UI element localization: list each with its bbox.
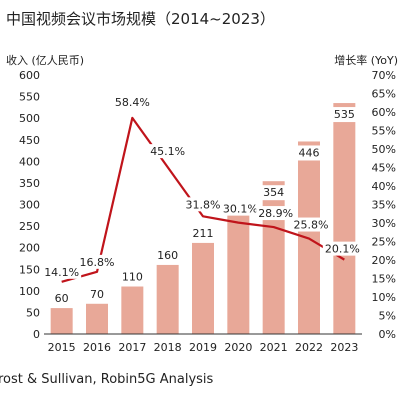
bar: [333, 103, 356, 334]
growth-label-background: [220, 201, 260, 216]
x-tick-label: 2022: [295, 341, 323, 354]
source-note: rost & Sullivan, Robin5G Analysis: [0, 372, 214, 387]
left-axis-ticks: 0 50 100 150 200 250 300 350 400 450 500 550 600: [19, 69, 40, 341]
growth-line: [61, 116, 345, 283]
left-tick-label: 500: [19, 112, 40, 125]
bar-label-background: [331, 107, 358, 123]
right-tick-label: 70%: [372, 69, 396, 82]
bar-value-label: 211: [193, 227, 214, 240]
right-axis-ticks: 0% 5% 10% 15% 20% 25% 30% 35% 40% 45% 50% 55% 60% 65%…: [372, 69, 396, 341]
growth-label-background: [77, 254, 117, 269]
bar-value-label: 70: [90, 288, 104, 301]
x-tick-label: 2023: [330, 341, 358, 354]
bar: [156, 264, 179, 334]
right-axis-label: 增长率 (YoY): [334, 53, 398, 67]
left-tick-label: 600: [19, 69, 40, 82]
bar: [227, 215, 250, 334]
left-tick-label: 50: [26, 306, 40, 319]
bar: [262, 181, 285, 334]
bar-value-label: 160: [157, 249, 178, 262]
right-tick-label: 65%: [372, 88, 396, 101]
right-tick-label: 10%: [372, 291, 396, 304]
bar: [86, 303, 108, 334]
x-tick-label: 2017: [118, 341, 146, 354]
left-tick-label: 100: [19, 285, 40, 298]
growth-value-label: 58.4%: [115, 96, 150, 109]
x-tick-label: 2016: [83, 341, 111, 354]
right-tick-label: 0%: [379, 328, 396, 341]
growth-value-label: 25.8%: [294, 219, 329, 232]
left-tick-label: 0: [33, 328, 40, 341]
bar: [50, 308, 73, 334]
right-tick-label: 25%: [372, 236, 396, 249]
bar-value-label: 535: [334, 108, 355, 121]
growth-label-background: [112, 94, 152, 109]
growth-label-background: [322, 241, 362, 256]
right-tick-label: 15%: [372, 273, 396, 286]
left-tick-label: 250: [19, 220, 40, 233]
left-tick-label: 400: [19, 155, 40, 168]
left-tick-label: 150: [19, 263, 40, 276]
left-axis-label: 收入 (亿人民币): [6, 53, 84, 67]
right-tick-label: 50%: [372, 143, 396, 156]
bar-value-label: 354: [263, 186, 284, 199]
growth-label-background: [291, 217, 331, 232]
bar-label-background: [260, 185, 287, 201]
growth-value-label: 45.1%: [150, 145, 185, 158]
growth-value-label: 31.8%: [186, 198, 221, 211]
right-tick-label: 45%: [372, 162, 396, 175]
growth-value-label: 20.1%: [325, 243, 360, 256]
x-tick-label: 2020: [224, 341, 252, 354]
right-tick-label: 60%: [372, 106, 396, 119]
right-tick-label: 40%: [372, 180, 396, 193]
left-tick-label: 200: [19, 242, 40, 255]
growth-label-background: [256, 206, 296, 221]
bar-value-label: 60: [55, 292, 69, 305]
bar-value-label: 446: [299, 146, 320, 159]
growth-value-label: 16.8%: [80, 256, 115, 269]
left-tick-label: 550: [19, 91, 40, 104]
right-tick-label: 30%: [372, 217, 396, 230]
growth-label-background: [148, 144, 188, 159]
x-tick-label: 2021: [260, 341, 288, 354]
right-tick-label: 5%: [379, 310, 396, 323]
bar-value-label: 110: [122, 271, 143, 284]
bar: [192, 242, 214, 334]
right-tick-label: 35%: [372, 199, 396, 212]
growth-value-label: 30.1%: [223, 203, 258, 216]
right-tick-label: 55%: [372, 125, 396, 138]
growth-value-label: 28.9%: [258, 207, 293, 220]
x-tick-label: 2018: [154, 341, 182, 354]
growth-line-series: [61, 116, 345, 283]
growth-label-background: [42, 264, 82, 279]
left-tick-label: 450: [19, 134, 40, 147]
growth-value-label: 14.1%: [44, 266, 79, 279]
bar: [121, 286, 144, 334]
x-tick-label: 2015: [48, 341, 76, 354]
x-axis-tick-labels: 2015 2016 2017 2018 2019 2020 2021 2022 2023: [48, 341, 359, 354]
right-tick-label: 20%: [372, 254, 396, 267]
chart-title: 中国视频会议市场规模（2014~2023）: [6, 10, 275, 28]
left-tick-label: 300: [19, 199, 40, 212]
x-tick-label: 2019: [189, 341, 217, 354]
growth-data-labels: 14.1%16.8% 58.4% 45.1% 31.8% 30.1% 28.9%25.8%…: [42, 94, 362, 279]
bar-label-background: [296, 145, 322, 161]
growth-label-background: [183, 197, 223, 212]
left-tick-label: 350: [19, 177, 40, 190]
